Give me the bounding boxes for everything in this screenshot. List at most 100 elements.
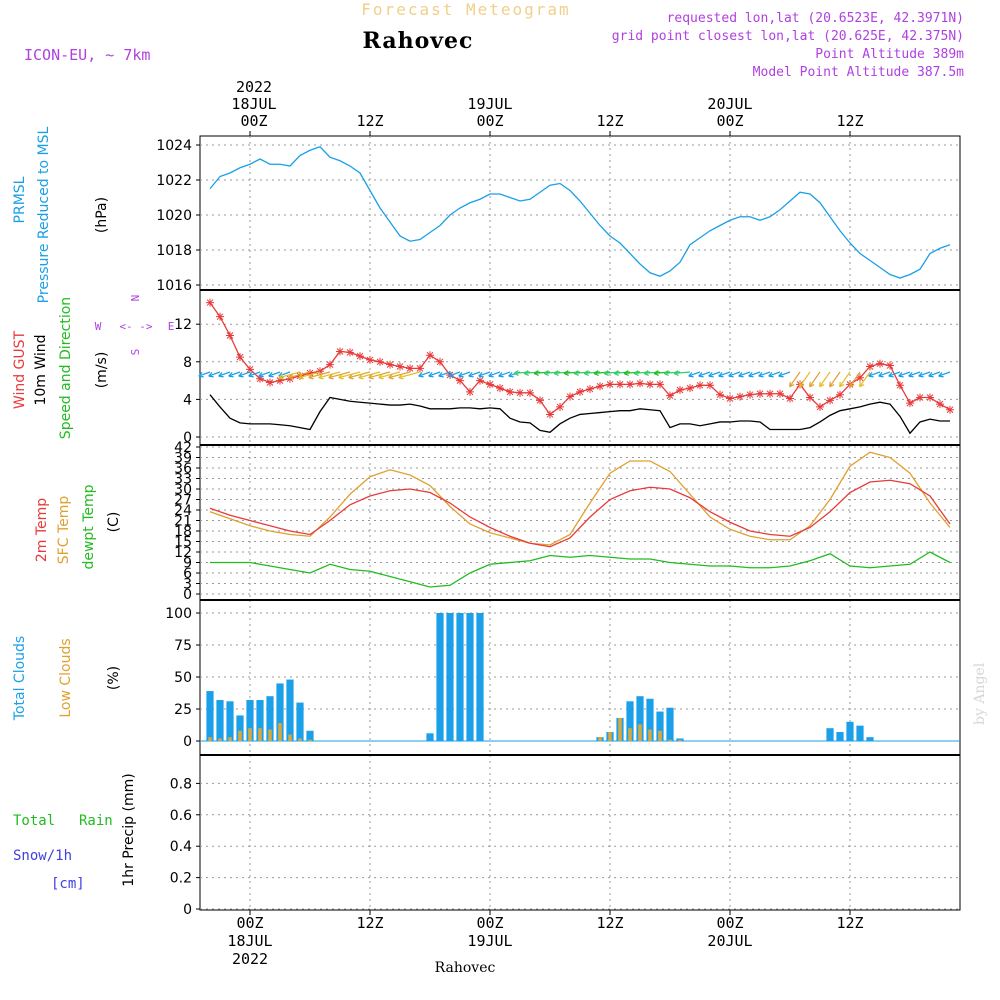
gust-marker <box>396 362 404 371</box>
wind-arrow <box>524 371 541 374</box>
wind-arrow-head <box>799 381 805 388</box>
compass-w: W <box>95 320 102 333</box>
temp-ytick-label: 21 <box>174 514 192 530</box>
total-cloud-bar <box>216 700 224 741</box>
gust-marker <box>606 380 614 389</box>
wind-arrow-head <box>928 371 934 378</box>
bottom-time-label: 20JUL <box>707 932 752 950</box>
bottom-time-label: 2022 <box>232 950 268 968</box>
low-cloud-bar <box>268 729 272 741</box>
wind-arrow-head <box>448 371 454 378</box>
gust-marker <box>486 380 494 389</box>
temp-label-dewpt: dewpt Temp <box>81 484 97 569</box>
total-cloud-bar <box>856 725 864 741</box>
gust-marker <box>266 378 274 387</box>
wind-arrow-head <box>643 370 649 376</box>
compass-n: N <box>129 295 142 302</box>
total-cloud-bar <box>236 715 244 741</box>
wind-arrow-head <box>859 381 865 388</box>
wind-arrow-head <box>438 371 444 378</box>
wind-arrow-head <box>298 373 304 380</box>
pressure-ytick-label: 1024 <box>156 138 192 154</box>
top-time-label: 00Z <box>476 112 503 130</box>
wind-arrow <box>328 371 351 379</box>
wind-arrow-head <box>208 371 214 378</box>
gust-marker <box>386 360 394 369</box>
wind-arrow <box>718 371 731 377</box>
clouds-ytick-label: 0 <box>183 734 192 750</box>
wind-arrow <box>728 371 741 377</box>
panel-frames: 1016101810201022102404812036912151821242… <box>156 135 961 918</box>
gust-marker <box>786 394 794 403</box>
clouds-ytick-label: 50 <box>174 670 192 686</box>
gust-marker <box>456 376 464 385</box>
total-cloud-bar <box>426 733 434 741</box>
top-time-label: 12Z <box>356 112 383 130</box>
gust-marker <box>726 394 734 403</box>
wind-arrow-head <box>288 373 294 380</box>
total-cloud-bar <box>846 721 854 741</box>
precip-ytick-label: 0.6 <box>170 808 192 824</box>
total-cloud-bar <box>476 613 484 741</box>
gust-marker <box>646 380 654 389</box>
gust-marker <box>696 381 704 390</box>
gust-marker <box>716 390 724 399</box>
gust-marker <box>666 391 674 400</box>
temp-label-sfc: SFC Temp <box>56 496 72 565</box>
gust-marker <box>466 387 474 396</box>
wind-arrow <box>819 371 831 388</box>
wind-arrow-head <box>543 370 549 376</box>
wind-arrow-head <box>418 371 424 378</box>
wind-arrow-head <box>888 371 894 378</box>
wind-arrow-head <box>839 381 845 388</box>
low-cloud-bar <box>678 739 682 741</box>
wind-arrow <box>849 371 861 388</box>
gust-marker <box>866 362 874 371</box>
pressure-ytick-label: 1020 <box>156 208 192 224</box>
wind-arrow <box>338 371 361 379</box>
wind-arrow <box>368 371 391 379</box>
top-time-label: 18JUL <box>231 95 276 113</box>
wind-arrow-head <box>898 371 904 378</box>
wind-arrow-head <box>633 370 639 376</box>
wind-arrow-head <box>768 371 774 378</box>
wind-arrow <box>799 371 811 388</box>
temp-ytick-label: 6 <box>183 566 192 582</box>
total-cloud-bar <box>286 679 294 741</box>
low-cloud-bar <box>598 737 602 741</box>
wind-arrow <box>928 371 941 377</box>
total-cloud-bar <box>836 732 844 741</box>
gust-marker <box>236 353 244 362</box>
low-cloud-bar <box>288 734 292 741</box>
temp-ytick-label: 36 <box>174 461 192 477</box>
temp-ytick-label: 30 <box>174 482 192 498</box>
temp-ytick-label: 33 <box>174 472 192 488</box>
low-cloud-bar <box>628 728 632 741</box>
clouds-label-low: Low Clouds <box>58 638 74 717</box>
bottom-time-label: 00Z <box>476 914 503 932</box>
gust-marker <box>816 402 824 411</box>
pressure-line <box>209 145 951 279</box>
sfc-temp-line <box>209 451 951 546</box>
clouds-panel: 0 25 50 75 100 <box>165 599 961 756</box>
gust-marker <box>436 357 444 366</box>
gust-marker <box>256 374 264 383</box>
wind-arrow-head <box>708 371 714 378</box>
wind-arrow-head <box>378 373 384 380</box>
gust-marker <box>636 379 644 388</box>
temp-label-2m: 2m Temp <box>34 498 50 562</box>
wind-arrow-head <box>198 371 204 378</box>
wind-arrow-head <box>789 381 795 388</box>
total-cloud-bar <box>466 613 474 741</box>
gust-marker <box>206 298 214 307</box>
wind-arrow-head <box>523 370 529 376</box>
wind-arrow-head <box>498 371 504 378</box>
wind-arrow-head <box>238 371 244 378</box>
gust-marker <box>906 399 914 408</box>
wind-arrow-head <box>218 371 224 378</box>
gust-marker <box>896 381 904 390</box>
wind-arrow <box>448 371 461 377</box>
bottom-time-label: 12Z <box>836 914 863 932</box>
wind-arrow-head <box>688 371 694 378</box>
total-cloud-bar <box>226 701 234 741</box>
